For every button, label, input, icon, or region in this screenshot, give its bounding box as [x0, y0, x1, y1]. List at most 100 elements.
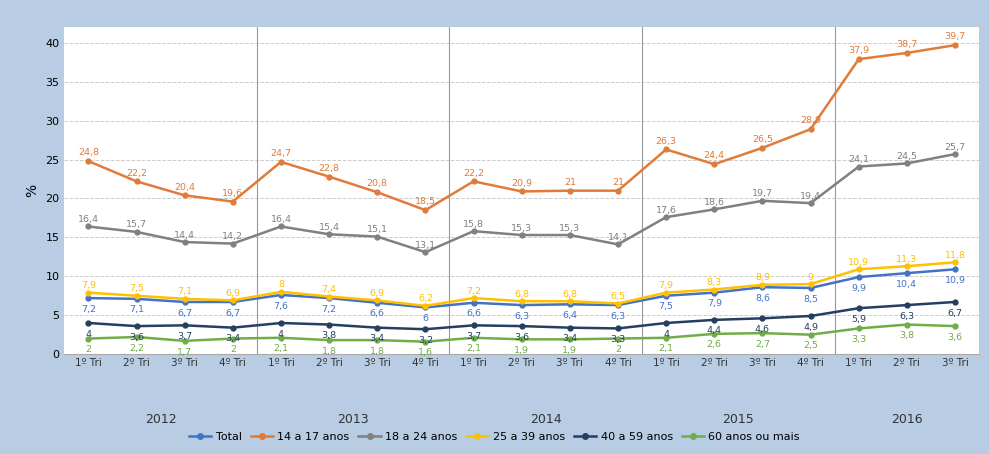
Text: 16,4: 16,4 — [270, 215, 292, 224]
40 a 59 anos — [612, 326, 624, 331]
25 a 39 anos — [226, 298, 238, 303]
Text: 7,1: 7,1 — [129, 306, 144, 315]
Text: 1,8: 1,8 — [370, 347, 385, 356]
Total — [131, 296, 142, 301]
Text: 15,3: 15,3 — [560, 224, 581, 232]
14 a 17 anos — [179, 192, 191, 198]
Text: 17,6: 17,6 — [656, 206, 676, 215]
Text: 3,4: 3,4 — [563, 334, 578, 343]
Text: 2016: 2016 — [891, 413, 923, 426]
Text: 2,5: 2,5 — [803, 341, 818, 350]
Text: 19,7: 19,7 — [752, 189, 773, 198]
Total — [226, 299, 238, 305]
25 a 39 anos — [901, 263, 913, 269]
60 anos ou mais — [853, 326, 864, 331]
18 a 24 anos — [275, 224, 287, 229]
Text: 3,6: 3,6 — [129, 333, 144, 342]
60 anos ou mais — [805, 332, 817, 337]
Text: 8,6: 8,6 — [755, 294, 770, 303]
Text: 10,9: 10,9 — [849, 258, 869, 267]
Text: 37,9: 37,9 — [849, 46, 869, 55]
40 a 59 anos — [564, 325, 576, 331]
Text: 24,8: 24,8 — [78, 148, 99, 157]
14 a 17 anos — [708, 162, 720, 167]
Text: 19,6: 19,6 — [223, 189, 243, 198]
Line: 14 a 17 anos: 14 a 17 anos — [86, 43, 957, 212]
Text: 2,7: 2,7 — [755, 340, 770, 349]
25 a 39 anos — [419, 303, 431, 309]
25 a 39 anos — [949, 260, 961, 265]
40 a 59 anos — [275, 320, 287, 326]
14 a 17 anos — [468, 178, 480, 184]
Text: 3,7: 3,7 — [466, 332, 481, 341]
Text: 24,4: 24,4 — [704, 151, 725, 160]
25 a 39 anos — [275, 289, 287, 295]
18 a 24 anos — [226, 241, 238, 247]
Text: 3,4: 3,4 — [225, 334, 240, 343]
25 a 39 anos — [323, 294, 335, 299]
25 a 39 anos — [757, 282, 768, 287]
Total — [757, 285, 768, 290]
60 anos ou mais — [564, 336, 576, 342]
Text: 14,4: 14,4 — [174, 231, 195, 240]
40 a 59 anos — [757, 316, 768, 321]
60 anos ou mais — [516, 336, 528, 342]
25 a 39 anos — [612, 301, 624, 306]
Line: 18 a 24 anos: 18 a 24 anos — [86, 152, 957, 255]
Text: 1,7: 1,7 — [177, 347, 192, 356]
Total — [853, 274, 864, 280]
Text: 4,9: 4,9 — [803, 323, 818, 331]
Text: 7,2: 7,2 — [466, 286, 481, 296]
Text: 6,2: 6,2 — [418, 295, 433, 303]
Text: 3,6: 3,6 — [514, 333, 529, 342]
Text: 8: 8 — [278, 281, 284, 289]
18 a 24 anos — [901, 161, 913, 166]
Text: 6,9: 6,9 — [370, 289, 385, 298]
Total — [516, 302, 528, 308]
Text: 6,5: 6,5 — [610, 292, 625, 301]
40 a 59 anos — [516, 323, 528, 329]
Text: 6,3: 6,3 — [899, 312, 915, 321]
Text: 1,9: 1,9 — [563, 346, 578, 355]
40 a 59 anos — [323, 322, 335, 327]
Text: 3,2: 3,2 — [417, 336, 433, 345]
Line: Total: Total — [86, 267, 957, 310]
60 anos ou mais — [179, 338, 191, 344]
18 a 24 anos — [371, 234, 383, 239]
Text: 3,3: 3,3 — [852, 335, 866, 344]
Text: 11,3: 11,3 — [896, 255, 918, 264]
Text: 22,2: 22,2 — [126, 168, 147, 178]
18 a 24 anos — [805, 200, 817, 206]
Line: 25 a 39 anos: 25 a 39 anos — [86, 260, 957, 308]
Text: 26,5: 26,5 — [752, 135, 773, 144]
Text: 39,7: 39,7 — [944, 32, 965, 41]
Text: 13,1: 13,1 — [414, 241, 436, 250]
Total — [612, 302, 624, 308]
Total — [323, 296, 335, 301]
40 a 59 anos — [131, 323, 142, 329]
18 a 24 anos — [949, 151, 961, 157]
Text: 3,8: 3,8 — [899, 331, 915, 340]
40 a 59 anos — [226, 325, 238, 331]
Text: 38,7: 38,7 — [896, 40, 918, 49]
Text: 22,8: 22,8 — [318, 164, 339, 173]
14 a 17 anos — [516, 189, 528, 194]
Text: 16,4: 16,4 — [78, 215, 99, 224]
Text: 6,7: 6,7 — [947, 309, 962, 318]
Total — [564, 301, 576, 307]
Total — [179, 299, 191, 305]
18 a 24 anos — [564, 232, 576, 238]
14 a 17 anos — [853, 56, 864, 62]
Text: 1,8: 1,8 — [321, 347, 336, 356]
14 a 17 anos — [757, 145, 768, 151]
Text: 2: 2 — [85, 345, 91, 354]
Total — [371, 300, 383, 306]
60 anos ou mais — [131, 334, 142, 340]
14 a 17 anos — [661, 147, 673, 152]
Text: 4: 4 — [85, 330, 91, 339]
Text: 7,4: 7,4 — [321, 285, 336, 294]
Total — [661, 293, 673, 298]
Text: 3,6: 3,6 — [947, 333, 962, 342]
40 a 59 anos — [179, 323, 191, 328]
40 a 59 anos — [468, 323, 480, 328]
